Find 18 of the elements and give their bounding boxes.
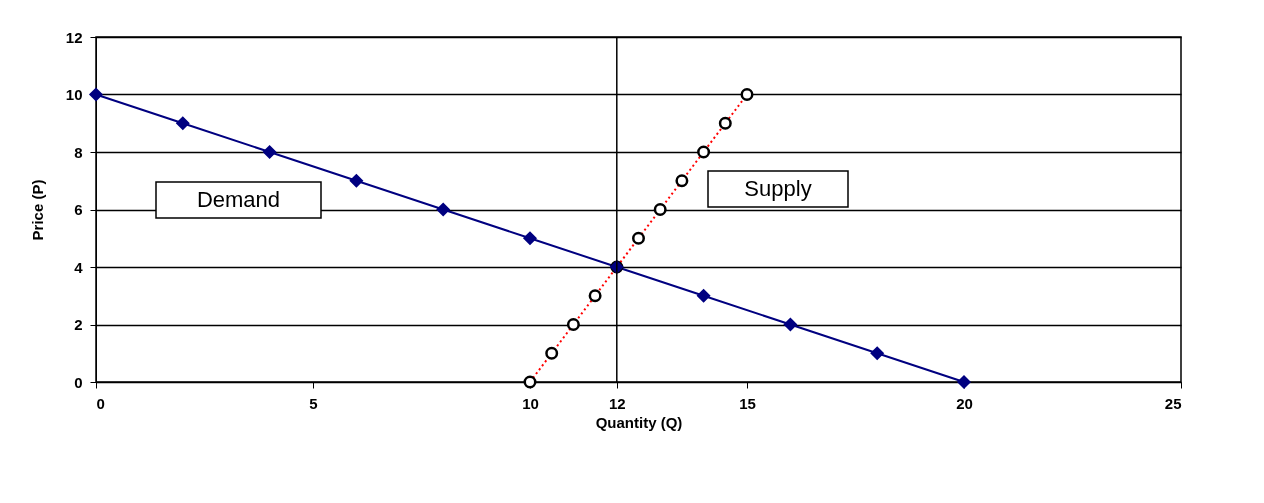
x-tick-label: 0 bbox=[96, 394, 105, 412]
x-tick-label: 25 bbox=[1164, 394, 1182, 412]
y-tick-label: 2 bbox=[74, 316, 83, 333]
y-axis-title: Price (P) bbox=[28, 179, 46, 241]
x-axis-title: Quantity (Q) bbox=[595, 413, 683, 431]
x-tick-label: 5 bbox=[309, 394, 318, 412]
x-tick-label: 20 bbox=[956, 394, 973, 412]
y-tick-label: 6 bbox=[74, 201, 83, 218]
y-tick-label: 0 bbox=[74, 373, 83, 391]
y-tick-label: 12 bbox=[65, 28, 83, 46]
x-tick-label: 10 bbox=[522, 394, 539, 412]
y-tick-label: 4 bbox=[74, 258, 84, 276]
y-tick-label: 10 bbox=[65, 86, 83, 103]
x-tick-label: 12 bbox=[608, 394, 626, 412]
series-label: Supply bbox=[744, 176, 812, 201]
series-label: Demand bbox=[196, 187, 281, 212]
y-tick-label: 8 bbox=[74, 143, 83, 161]
x-tick-label: 15 bbox=[739, 394, 756, 412]
